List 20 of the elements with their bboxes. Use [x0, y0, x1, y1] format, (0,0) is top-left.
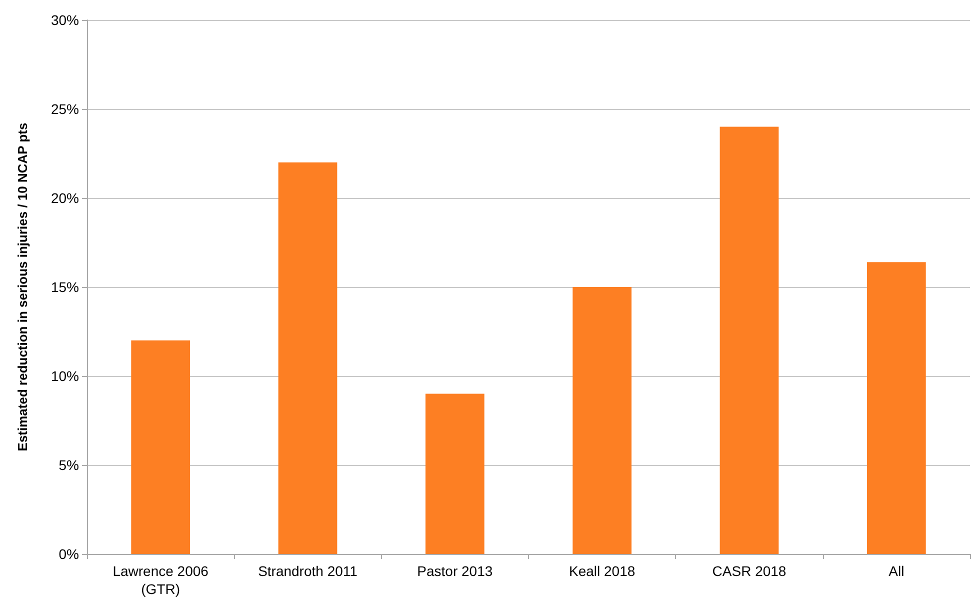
y-tick-label: 20% — [50, 190, 79, 206]
y-tick-label: 10% — [50, 368, 79, 384]
bar — [278, 162, 338, 554]
bar — [131, 340, 190, 554]
x-tick-label: Pastor 2013 — [417, 563, 493, 579]
x-tick-label: Strandroth 2011 — [258, 563, 358, 579]
bar — [425, 394, 484, 554]
x-tick-label: Keall 2018 — [568, 563, 636, 579]
x-tick-label: All — [888, 563, 904, 579]
bar — [720, 126, 779, 554]
y-tick-label: 5% — [58, 457, 79, 473]
y-tick-label: 15% — [50, 279, 79, 295]
y-tick-label: 30% — [50, 12, 79, 28]
x-tick-label: Lawrence 2006 (GTR) — [112, 563, 209, 597]
y-tick-label: 0% — [58, 546, 79, 562]
x-tick-label: CASR 2018 — [712, 563, 786, 579]
bar — [866, 262, 926, 554]
bar — [572, 287, 632, 554]
y-axis-title: Estimated reduction in serious injuries / 10 NCAP pts — [15, 122, 30, 452]
y-tick-label: 25% — [50, 101, 79, 117]
